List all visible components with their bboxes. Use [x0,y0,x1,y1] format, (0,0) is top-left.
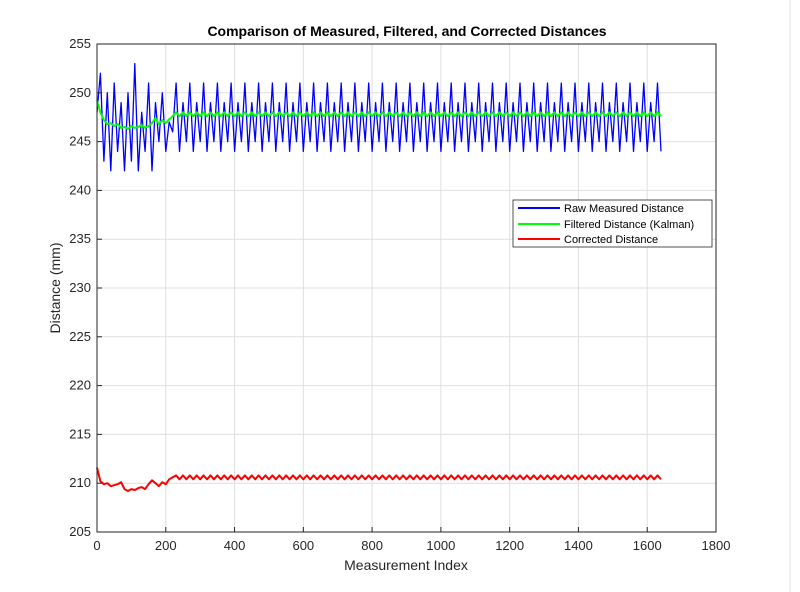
x-tick-label: 0 [93,538,100,553]
plot-area [96,62,662,492]
chart-title: Comparison of Measured, Filtered, and Co… [207,23,606,39]
legend-label-corrected: Corrected Distance [564,234,658,246]
y-tick-label: 240 [69,182,91,197]
legend-label-filtered: Filtered Distance (Kalman) [564,219,694,231]
y-tick-label: 225 [69,329,91,344]
legend-label-raw: Raw Measured Distance [564,203,684,215]
y-axis-label: Distance (mm) [47,242,63,333]
corrected-line [96,467,662,492]
x-axis-label: Measurement Index [344,557,468,573]
y-tick-label: 255 [69,36,91,51]
x-tick-label: 400 [224,538,246,553]
y-tick-label: 220 [69,378,91,393]
y-tick-label: 205 [69,524,91,539]
ticks: 0 200 400 600 800 1000 1200 1400 1600 1800 205 210 2… [69,36,730,553]
raw-measured-line [96,62,662,172]
x-tick-label: 600 [292,538,314,553]
y-tick-label: 230 [69,280,91,295]
x-tick-label: 1400 [564,538,593,553]
y-tick-label: 250 [69,85,91,100]
x-tick-label: 1600 [633,538,662,553]
y-tick-label: 245 [69,134,91,149]
x-tick-label: 800 [361,538,383,553]
x-tick-label: 1200 [495,538,524,553]
x-tick-label: 200 [155,538,177,553]
x-tick-label: 1000 [426,538,455,553]
legend: Raw Measured Distance Filtered Distance … [512,199,713,248]
filtered-kalman-line [96,100,662,130]
y-tick-label: 235 [69,231,91,246]
y-tick-label: 210 [69,475,91,490]
x-tick-label: 1800 [702,538,731,553]
grid [96,43,717,533]
y-tick-label: 215 [69,426,91,441]
